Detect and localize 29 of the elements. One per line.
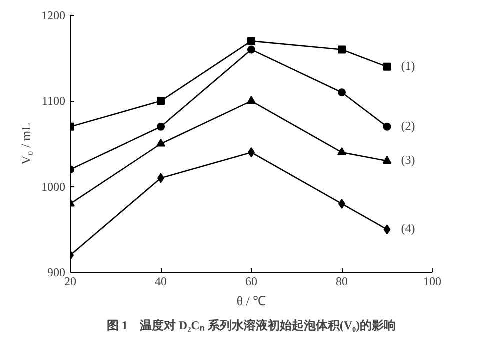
point [383,122,392,131]
y-tick-label: 1100 [42,94,66,108]
point [338,88,346,97]
y-tick-label: 1200 [42,8,66,22]
x-tick-label: 60 [246,274,258,288]
y-tick-label: 1000 [42,180,66,194]
point [382,156,392,164]
x-tick-label: 40 [155,274,167,288]
series-label: (4) [401,222,416,236]
series-label: (3) [401,153,416,168]
x-tick-label: 20 [64,274,76,288]
point [157,122,165,131]
point [338,147,346,156]
y-tick-label: 900 [48,266,66,280]
series-label: (2) [401,118,416,133]
x-tick-label: 100 [424,274,442,288]
point [248,46,256,54]
series-label: (1) [401,58,416,73]
y-axis-title: V₀ / mL [18,122,34,166]
point [156,138,166,147]
point [383,62,392,71]
caption: 图 1 温度对 D₂Cₙ 系列水溶液初始起泡体积(V₀)的影响 [106,318,396,332]
point [248,37,256,46]
point [338,46,346,54]
point [384,224,391,235]
point [247,96,256,104]
x-axis-title: θ / ℃ [236,294,266,308]
x-tick-label: 80 [336,274,348,288]
point [157,97,165,106]
